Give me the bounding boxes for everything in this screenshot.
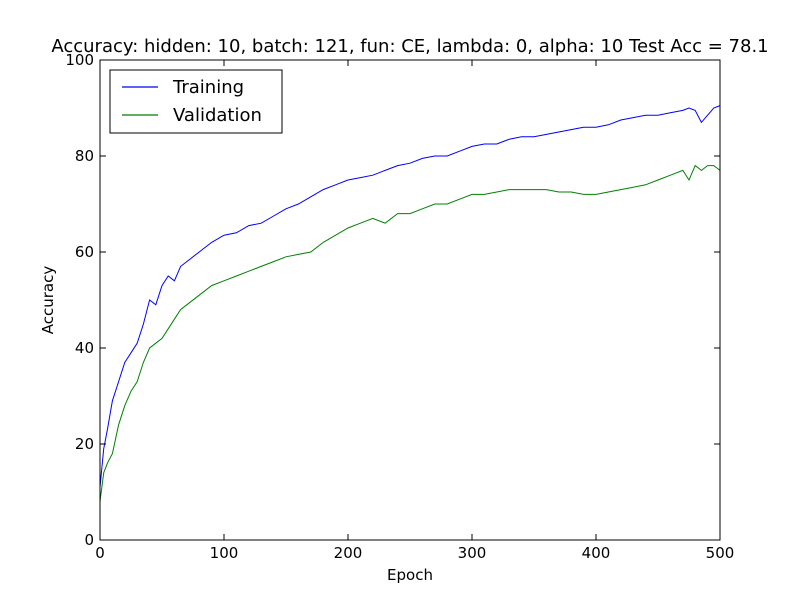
y-tick-label: 60 — [75, 243, 94, 261]
series-line-training — [99, 105, 721, 488]
plot-frame — [99, 59, 721, 541]
x-tick-label: 400 — [582, 544, 611, 562]
x-tick-label: 200 — [334, 544, 363, 562]
legend-label-training: Training — [172, 77, 244, 98]
legend-box — [109, 69, 283, 134]
plot-area — [99, 105, 721, 502]
y-tick-label: 20 — [75, 435, 94, 453]
x-axis-label: Epoch — [387, 566, 433, 584]
legend: Training Validation — [109, 69, 283, 134]
y-tick-label: 80 — [75, 147, 94, 165]
x-tick-label: 500 — [706, 544, 735, 562]
x-tick-label: 300 — [458, 544, 487, 562]
y-tick-label: 40 — [75, 339, 94, 357]
series-line-validation — [99, 164, 721, 502]
y-axis-label: Accuracy — [39, 266, 57, 335]
axis-ticks: 0 100 200 300 400 500 0 20 40 60 80 100 — [65, 51, 734, 562]
y-tick-label: 100 — [65, 51, 94, 69]
legend-label-validation: Validation — [173, 105, 262, 126]
y-tick-label: 0 — [84, 531, 94, 549]
x-tick-label: 100 — [210, 544, 239, 562]
chart-title: Accuracy: hidden: 10, batch: 121, fun: C… — [51, 36, 768, 57]
x-tick-label: 0 — [95, 544, 105, 562]
